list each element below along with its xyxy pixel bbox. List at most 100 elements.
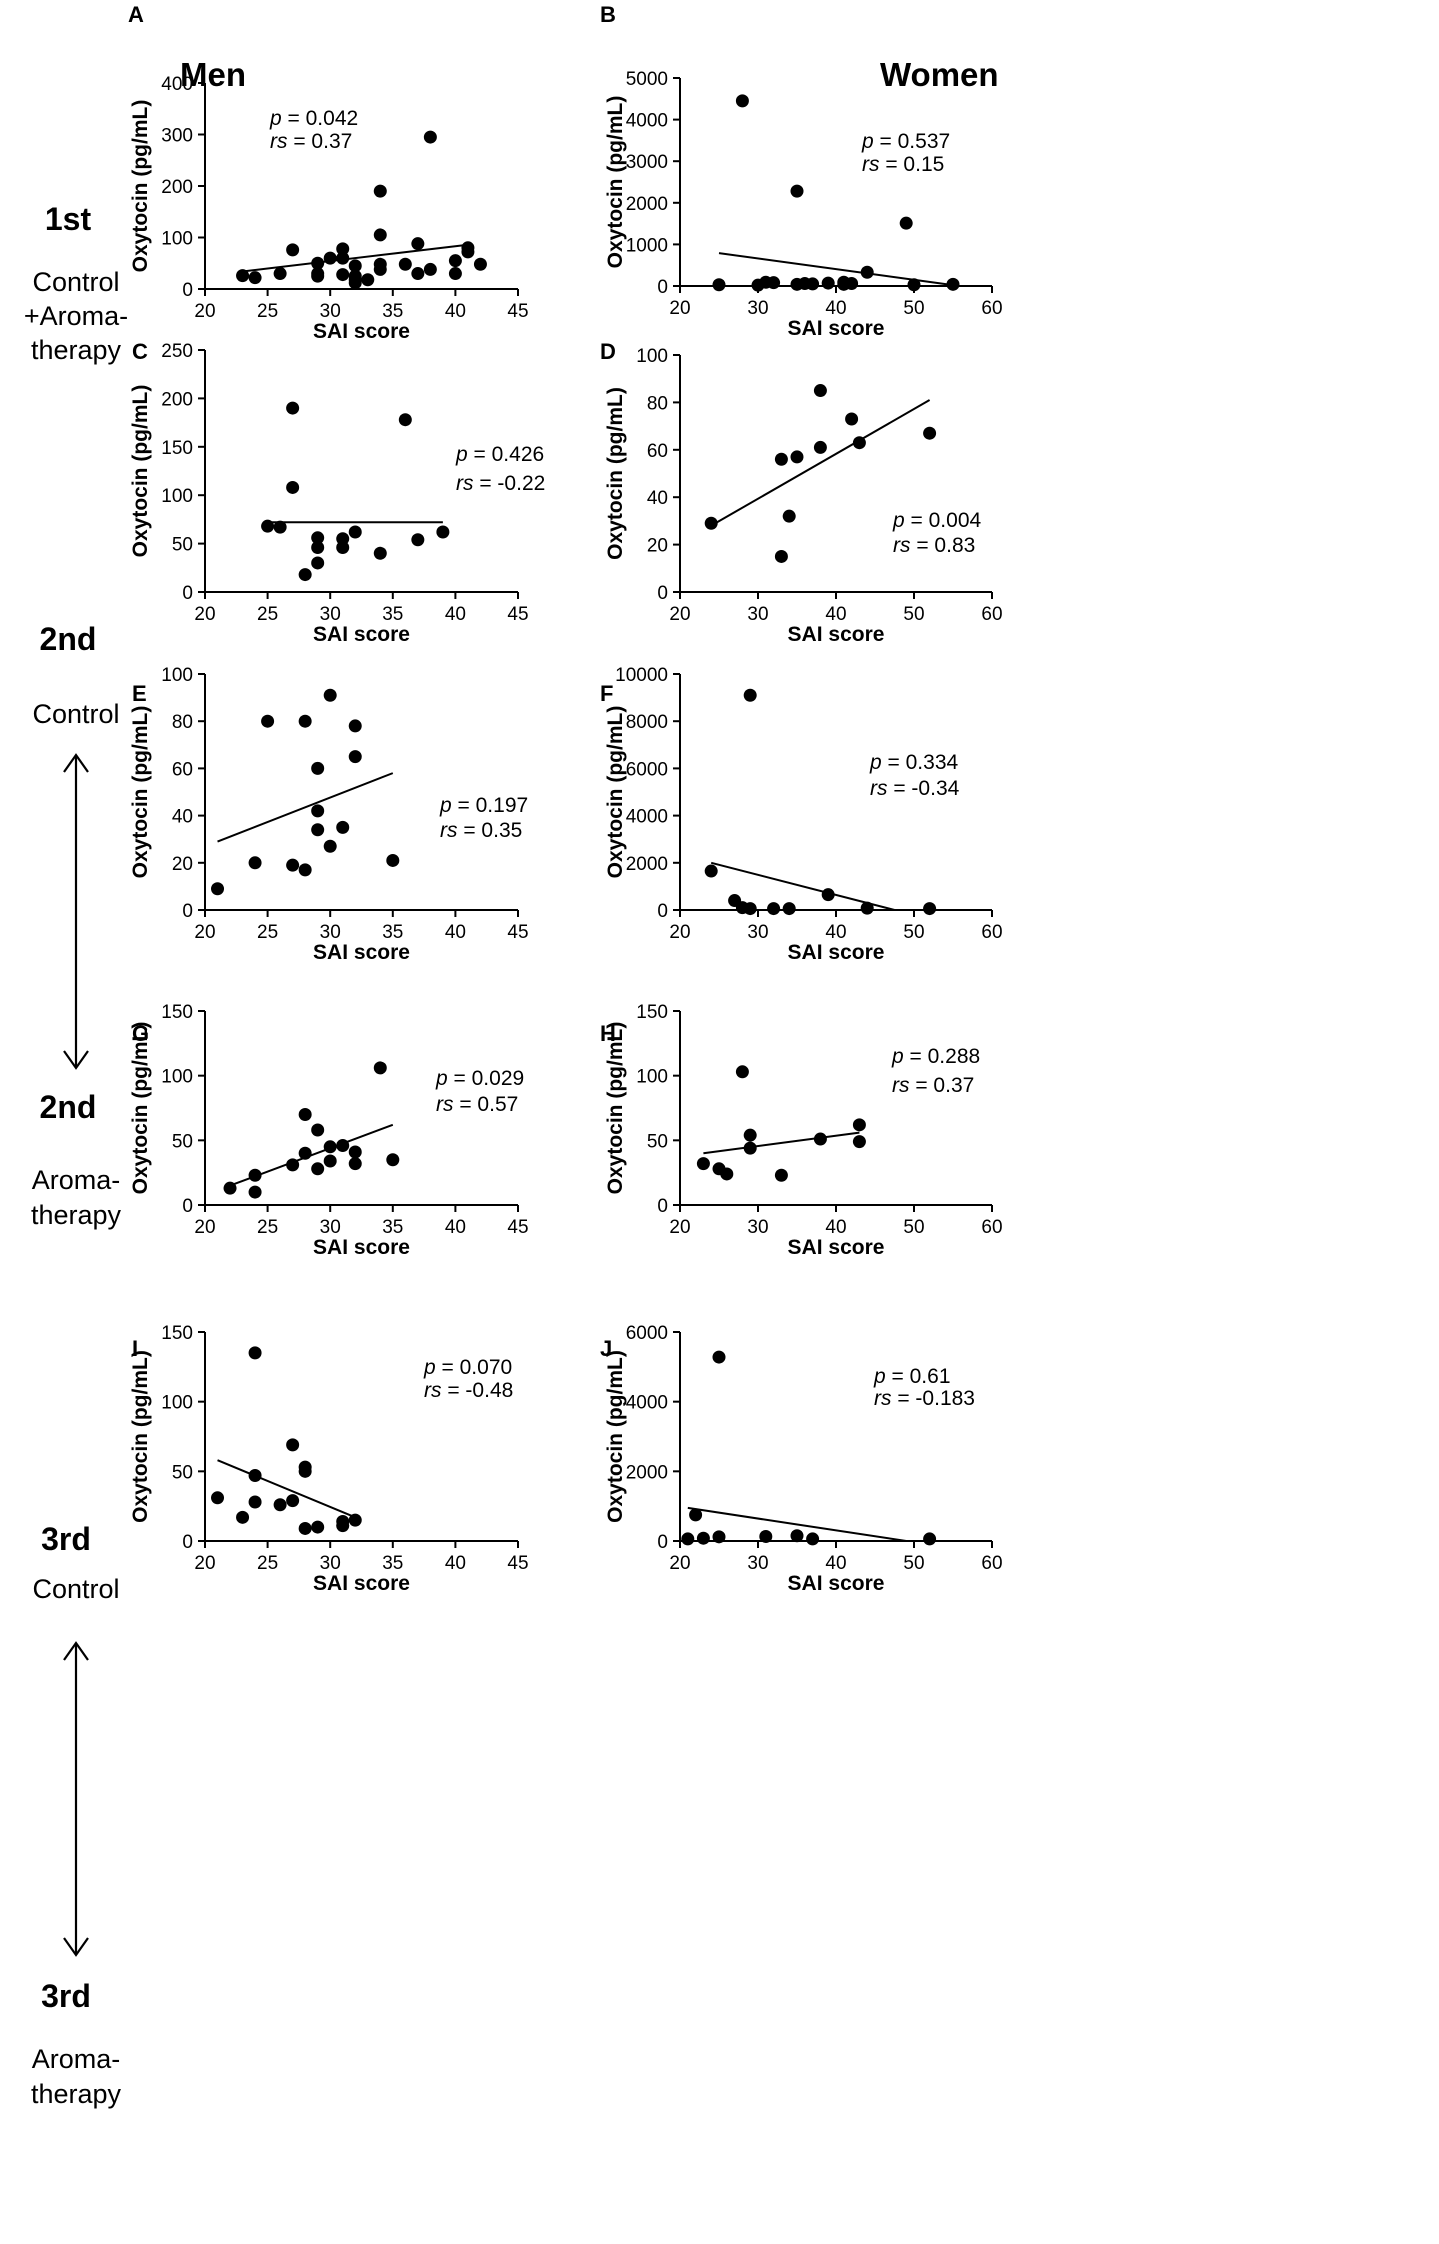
data-point xyxy=(248,1346,262,1360)
x-tick-label: 40 xyxy=(825,604,846,625)
data-point xyxy=(923,902,937,916)
x-tick-label: 60 xyxy=(981,922,1002,943)
x-tick-label: 30 xyxy=(320,922,341,943)
x-tick-label: 25 xyxy=(257,922,278,943)
x-axis-title: SAI score xyxy=(788,317,885,340)
data-point xyxy=(323,1154,337,1168)
data-point xyxy=(298,1464,312,1478)
y-axis-title: Oxytocin (pg/mL) xyxy=(604,1350,627,1523)
x-tick-label: 60 xyxy=(981,1217,1002,1238)
regression-line xyxy=(710,861,895,911)
data-point xyxy=(386,853,400,867)
data-point xyxy=(448,267,462,281)
data-point xyxy=(323,251,337,265)
x-axis-title: SAI score xyxy=(788,1572,885,1595)
y-tick-label: 200 xyxy=(161,389,193,410)
data-point xyxy=(735,1065,749,1079)
x-tick-label: 40 xyxy=(445,604,466,625)
data-point xyxy=(298,1107,312,1121)
data-point xyxy=(211,882,225,896)
x-tick-label: 30 xyxy=(747,1553,768,1574)
data-point xyxy=(712,1350,726,1364)
data-point xyxy=(689,1508,703,1522)
data-point xyxy=(720,1167,734,1181)
panel-c: C 20 25 30 35 40 45 0 50 100 150 200 250 SAI score Oxy… xyxy=(129,339,545,646)
data-point xyxy=(704,516,718,530)
x-tick-label: 40 xyxy=(825,922,846,943)
x-tick-label: 30 xyxy=(320,1217,341,1238)
data-point xyxy=(821,888,835,902)
p-value-text: p = 0.029 xyxy=(435,1067,524,1090)
panel-letter-e: E xyxy=(132,681,147,706)
data-point xyxy=(774,452,788,466)
data-point xyxy=(311,556,325,570)
x-tick-label: 25 xyxy=(257,301,278,322)
x-tick-label: 30 xyxy=(747,922,768,943)
p-value-text: p = 0.004 xyxy=(892,509,981,532)
y-tick-label: 2000 xyxy=(626,854,668,875)
x-tick-label: 20 xyxy=(669,604,690,625)
x-tick-label: 25 xyxy=(257,1553,278,1574)
y-tick-label: 150 xyxy=(636,1002,668,1023)
y-tick-label: 20 xyxy=(172,854,193,875)
data-point xyxy=(852,1135,866,1149)
row4-line1: Control xyxy=(32,1574,119,1604)
y-tick-label: 10000 xyxy=(615,665,668,686)
data-point xyxy=(248,856,262,870)
x-tick-label: 45 xyxy=(507,301,528,322)
x-axis-title: SAI score xyxy=(313,1236,410,1259)
panel-a: A 20 25 30 35 40 45 0 100 200 300 400 SAI score Oxyto… xyxy=(128,2,529,343)
p-value-text: p = 0.537 xyxy=(861,130,950,153)
y-tick-label: 50 xyxy=(172,1462,193,1483)
data-point xyxy=(336,268,350,282)
x-axis-title: SAI score xyxy=(313,1572,410,1595)
data-point xyxy=(411,533,425,547)
row1-line1: Control xyxy=(32,267,119,297)
panel-letter-a: A xyxy=(128,2,144,27)
data-point xyxy=(845,412,859,426)
x-tick-label: 40 xyxy=(825,1217,846,1238)
x-tick-label: 20 xyxy=(194,301,215,322)
row2-line1: Control xyxy=(32,699,119,729)
data-point xyxy=(286,858,300,872)
data-point xyxy=(311,761,325,775)
x-tick-label: 40 xyxy=(825,298,846,319)
panel-g: G 20 25 30 35 40 45 0 50 100 150 SAI score Oxytocin … xyxy=(129,1002,529,1259)
data-point xyxy=(336,540,350,554)
x-tick-label: 20 xyxy=(194,922,215,943)
x-tick-label: 50 xyxy=(903,1553,924,1574)
data-point xyxy=(298,1146,312,1160)
y-tick-label: 0 xyxy=(657,901,668,922)
panel-letter-i: I xyxy=(132,1336,138,1361)
data-point xyxy=(311,1123,325,1137)
data-point xyxy=(813,384,827,398)
x-tick-label: 30 xyxy=(747,1217,768,1238)
data-point xyxy=(473,257,487,271)
regression-line xyxy=(217,1459,356,1519)
data-point xyxy=(743,902,757,916)
data-point xyxy=(311,1520,325,1534)
data-point xyxy=(348,1513,362,1527)
rs-value-text: rs = -0.34 xyxy=(870,777,960,800)
data-point xyxy=(298,863,312,877)
y-axis-title: Oxytocin (pg/mL) xyxy=(604,387,627,560)
y-tick-label: 100 xyxy=(161,486,193,507)
row1-visit: 1st xyxy=(45,201,92,237)
data-point xyxy=(336,242,350,256)
x-tick-label: 30 xyxy=(747,298,768,319)
panel-j: J 20 30 40 50 60 0 2000 4000 6000 SAI score Oxytoci… xyxy=(600,1323,1003,1595)
data-point xyxy=(348,276,362,290)
y-tick-label: 0 xyxy=(657,277,668,298)
data-point xyxy=(448,254,462,268)
x-tick-label: 40 xyxy=(825,1553,846,1574)
data-point xyxy=(336,251,350,265)
row5-visit: 3rd xyxy=(41,1978,91,2014)
rs-value-text: rs = 0.35 xyxy=(440,819,522,842)
data-point xyxy=(696,1531,710,1545)
p-value-text: p = 0.426 xyxy=(455,443,544,466)
data-point xyxy=(311,256,325,270)
y-tick-label: 100 xyxy=(161,665,193,686)
